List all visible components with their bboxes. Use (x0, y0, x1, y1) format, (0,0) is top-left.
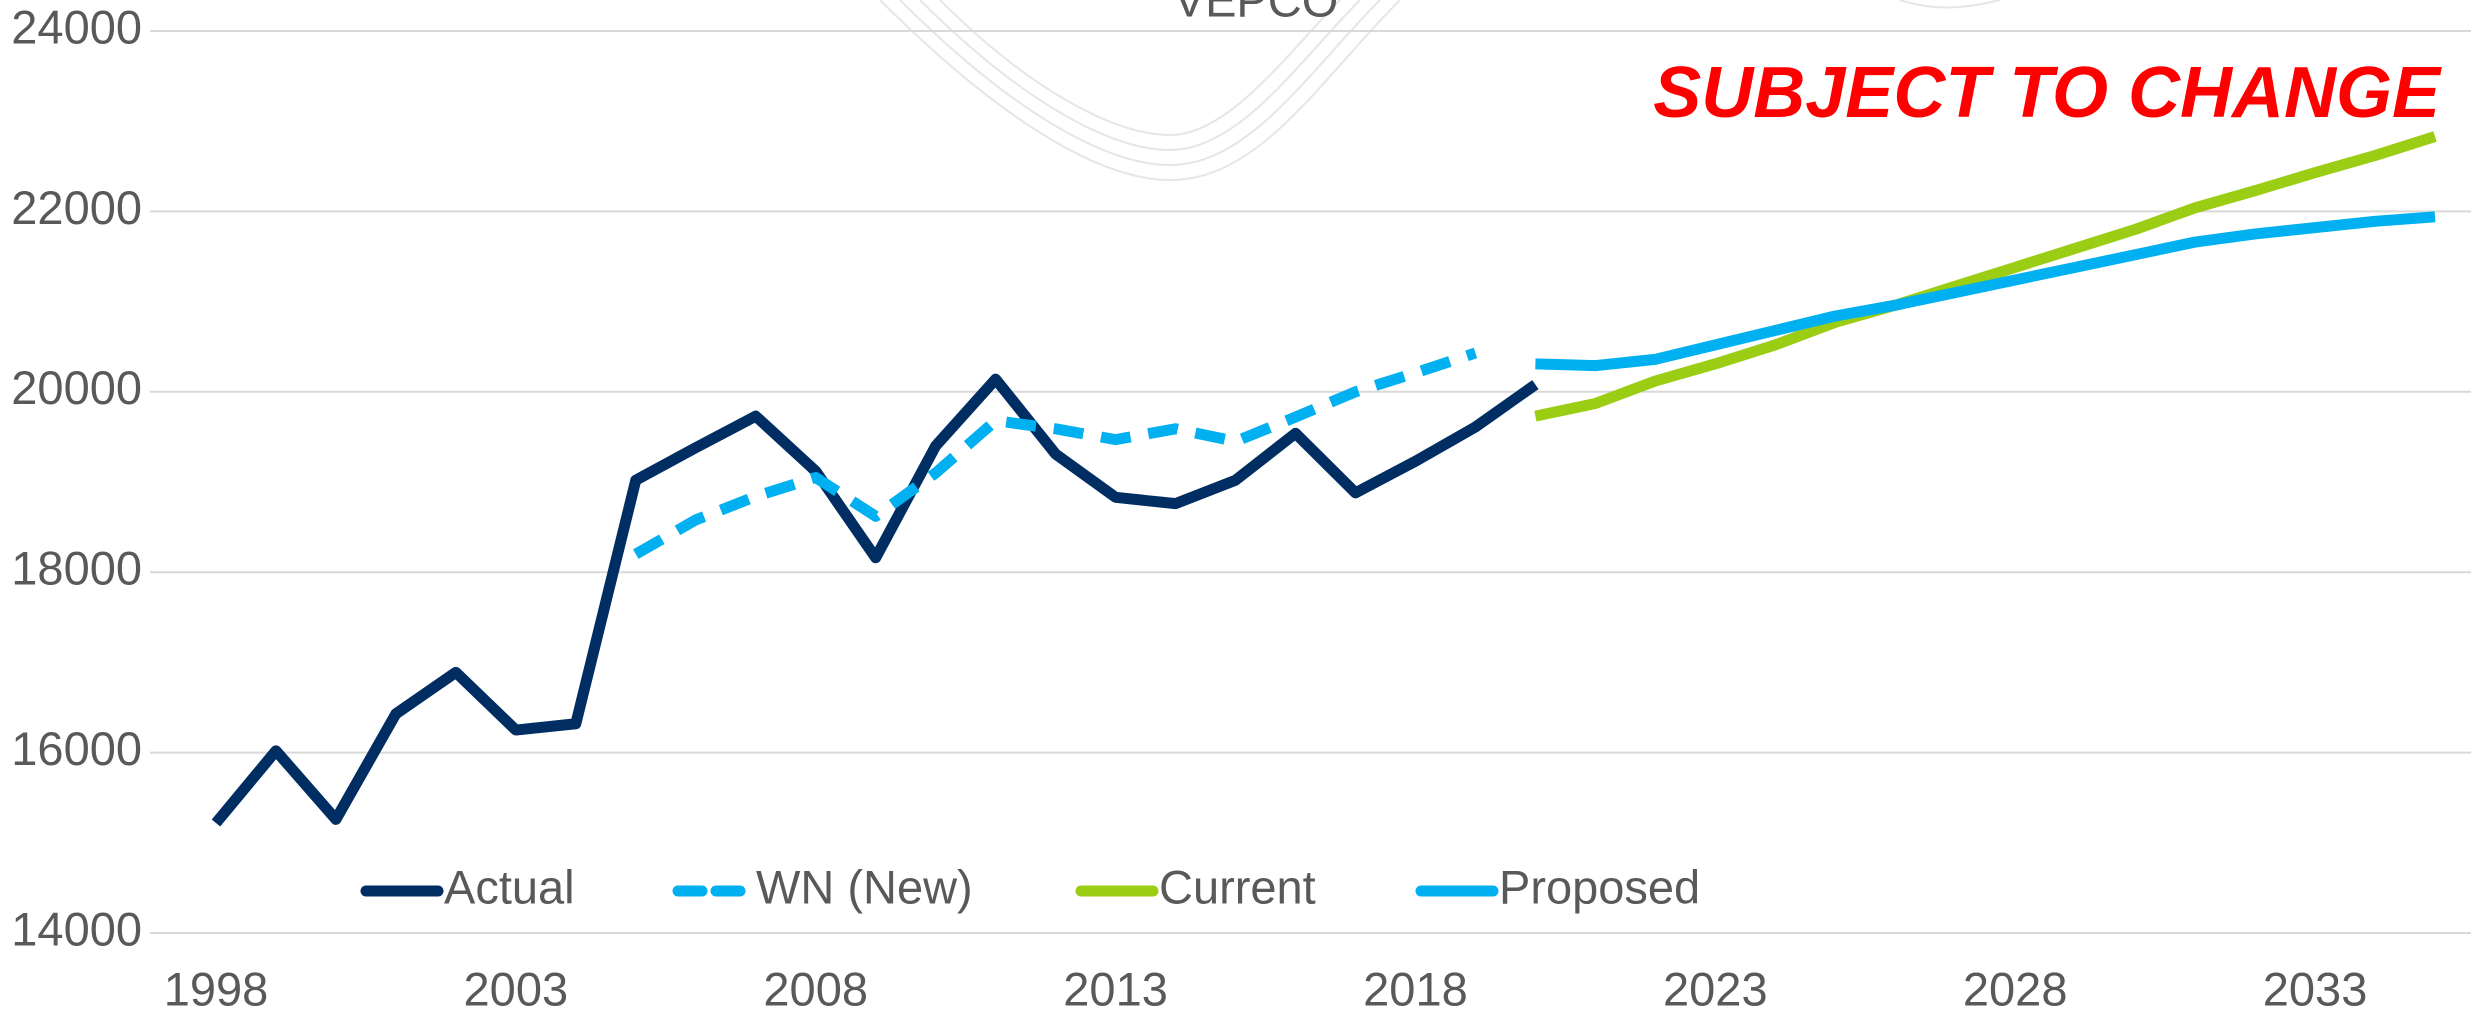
y-tick-label: 22000 (11, 181, 142, 234)
annotation: SUBJECT TO CHANGE (1653, 53, 2442, 133)
x-tick-label: 2003 (464, 962, 569, 1015)
x-tick-label: 2023 (1663, 962, 1768, 1015)
watermark (879, 0, 2001, 182)
x-tick-label: 2013 (1063, 962, 1168, 1015)
x-tick-label: 1998 (164, 962, 269, 1015)
legend-label: Actual (444, 860, 575, 913)
y-tick-label: 16000 (11, 722, 142, 775)
legend-label: Current (1159, 860, 1316, 913)
x-tick-label: 2033 (2263, 962, 2368, 1015)
legend-label: WN (New) (756, 860, 973, 913)
y-tick-label: 24000 (11, 0, 142, 53)
line (1534, 131, 2437, 422)
chart-title: VEPCO (1174, 0, 1339, 26)
x-tick-label: 2028 (1963, 962, 2068, 1015)
y-tick-label: 18000 (11, 542, 142, 595)
line (211, 373, 1539, 827)
x-tick-label: 2008 (763, 962, 868, 1015)
y-tick-label: 14000 (11, 902, 142, 955)
line (633, 347, 1478, 559)
x-tick-label: 2018 (1363, 962, 1468, 1015)
y-tick-label: 20000 (11, 361, 142, 414)
line (1535, 211, 2436, 372)
legend-label: Proposed (1499, 860, 1700, 913)
